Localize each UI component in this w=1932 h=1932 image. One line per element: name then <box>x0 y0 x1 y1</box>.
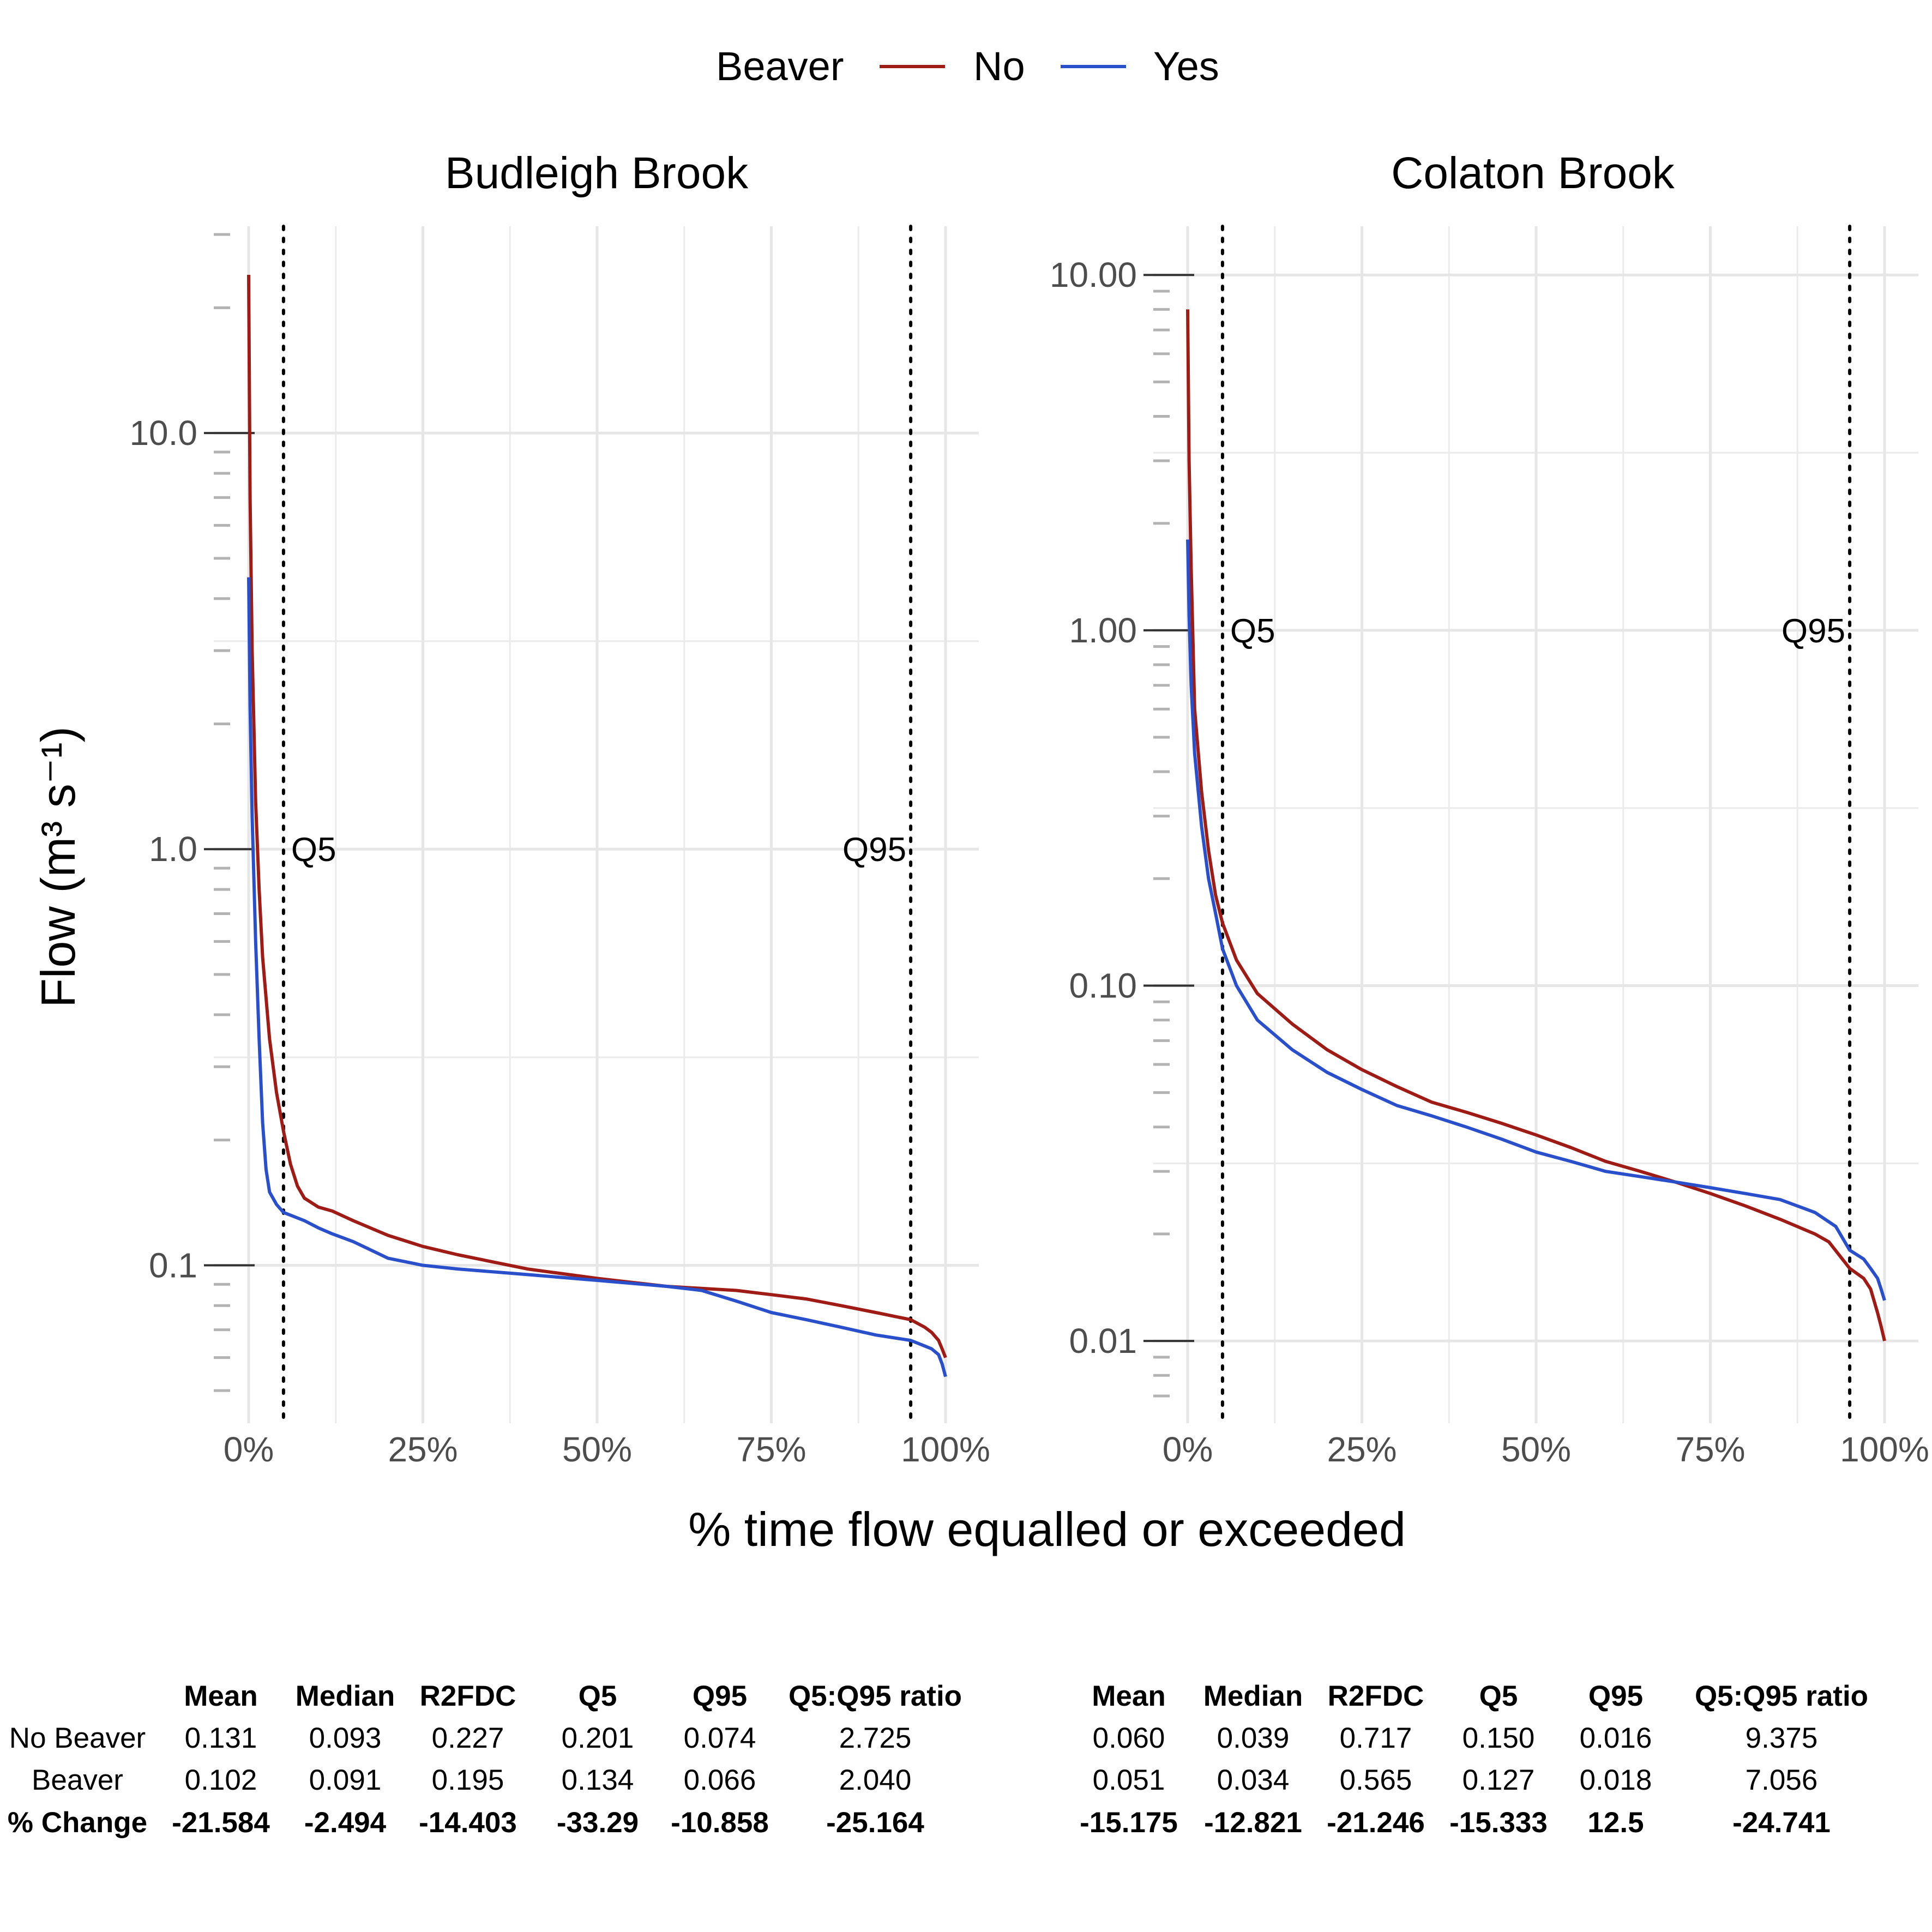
table-cell: 0.127 <box>1462 1764 1535 1796</box>
table-header: Median <box>296 1680 395 1712</box>
panel-title-colaton: Colaton Brook <box>1391 148 1675 198</box>
table-header: Q95 <box>693 1680 747 1712</box>
table-cell: 12.5 <box>1587 1807 1644 1839</box>
y-tick-label: 0.01 <box>1069 1321 1137 1361</box>
x-tick-label: 75% <box>736 1430 806 1469</box>
table-cell: 0.131 <box>185 1722 257 1754</box>
x-tick-label: 75% <box>1675 1430 1745 1469</box>
table-cell: 0.717 <box>1340 1722 1412 1754</box>
table-header: Q5 <box>1479 1680 1518 1712</box>
panel-budleigh: 0% 25% 50% 75% 100% 10.0 1.0 0.1 Q5 Q95 <box>129 225 990 1469</box>
table-cell: 0.016 <box>1580 1722 1652 1754</box>
table-cell: 0.039 <box>1217 1722 1290 1754</box>
table-cell: 0.150 <box>1462 1722 1535 1754</box>
panel-title-budleigh: Budleigh Brook <box>445 148 749 198</box>
table-row-label: % Change <box>8 1807 147 1839</box>
table-cell: 0.074 <box>684 1722 756 1754</box>
table-cell: -2.494 <box>304 1807 387 1839</box>
y-tick-label: 1.00 <box>1069 611 1137 650</box>
table-cell: 9.375 <box>1746 1722 1818 1754</box>
x-axis-title: % time flow equalled or exceeded <box>688 1502 1406 1556</box>
table-header: Q5 <box>579 1680 617 1712</box>
table-header: Mean <box>1092 1680 1165 1712</box>
table-cell: 0.066 <box>684 1764 756 1796</box>
series-line-yes <box>1186 539 1886 1301</box>
series-line-yes <box>247 577 947 1377</box>
y-tick-label: 1.0 <box>149 829 197 869</box>
y-tick-label: 10.00 <box>1050 255 1137 294</box>
table-cell: 0.060 <box>1093 1722 1165 1754</box>
table-header: Q5:Q95 ratio <box>789 1680 962 1712</box>
table-cell: 0.565 <box>1340 1764 1412 1796</box>
legend-no-label: No <box>973 44 1025 89</box>
table-cell: -25.164 <box>826 1807 924 1839</box>
table-cell: -12.821 <box>1204 1807 1302 1839</box>
vline-label-q95: Q95 <box>842 831 906 869</box>
table-cell: -21.246 <box>1327 1807 1425 1839</box>
series-line-no <box>1186 309 1886 1341</box>
table-cell: 0.102 <box>185 1764 257 1796</box>
table-cell: 0.227 <box>432 1722 504 1754</box>
table-cell: 7.056 <box>1746 1764 1818 1796</box>
vline-label-q5: Q5 <box>1230 612 1275 650</box>
table-row-label: Beaver <box>32 1764 123 1796</box>
table-row-label: No Beaver <box>9 1722 146 1754</box>
vline-label-q5: Q5 <box>291 831 336 869</box>
legend-yes-label: Yes <box>1153 44 1219 89</box>
y-tick-label: 0.10 <box>1069 966 1137 1005</box>
table-cell: 0.201 <box>562 1722 634 1754</box>
table-cell: -15.333 <box>1449 1807 1548 1839</box>
x-tick-label: 50% <box>562 1430 632 1469</box>
x-tick-label: 0% <box>224 1430 274 1469</box>
table-cell: 0.093 <box>309 1722 382 1754</box>
table-header: R2FDC <box>420 1680 516 1712</box>
x-tick-label: 50% <box>1501 1430 1571 1469</box>
x-tick-label: 25% <box>388 1430 458 1469</box>
table-header: Median <box>1203 1680 1303 1712</box>
table-header: Mean <box>184 1680 257 1712</box>
table-cell: -33.29 <box>557 1807 639 1839</box>
x-tick-label: 0% <box>1163 1430 1213 1469</box>
table-cell: 2.040 <box>839 1764 912 1796</box>
table-cell: -10.858 <box>671 1807 769 1839</box>
table-cell: -24.741 <box>1732 1807 1831 1839</box>
table-cell: 0.018 <box>1580 1764 1652 1796</box>
table-cell: 0.195 <box>432 1764 504 1796</box>
table-header: R2FDC <box>1328 1680 1424 1712</box>
table-cell: -14.403 <box>419 1807 517 1839</box>
vline-label-q95: Q95 <box>1781 612 1845 650</box>
table-cell: 0.051 <box>1093 1764 1165 1796</box>
table-cell: -21.584 <box>172 1807 270 1839</box>
table-cell: 0.034 <box>1217 1764 1290 1796</box>
table-cell: -15.175 <box>1080 1807 1178 1839</box>
x-tick-label: 100% <box>1840 1430 1929 1469</box>
table-header: Q5:Q95 ratio <box>1695 1680 1868 1712</box>
table-header: Q95 <box>1588 1680 1643 1712</box>
stats-table-colaton: Mean Median R2FDC Q5 Q95 Q5:Q95 ratio 0.060 0.0… <box>1080 1680 1868 1839</box>
x-tick-label: 100% <box>901 1430 990 1469</box>
legend-title: Beaver <box>716 44 844 89</box>
legend: Beaver No Yes <box>716 44 1219 89</box>
table-cell: 0.134 <box>562 1764 634 1796</box>
stats-table-budleigh: Mean Median R2FDC Q5 Q95 Q5:Q95 ratio No Beave… <box>8 1680 962 1839</box>
y-tick-label: 10.0 <box>129 413 197 453</box>
x-tick-label: 25% <box>1327 1430 1397 1469</box>
y-tick-label: 0.1 <box>149 1245 197 1285</box>
series-line-no <box>247 274 947 1358</box>
panel-colaton: 0% 25% 50% 75% 100% 10.00 1.00 0.10 0.01 Q5 Q95 <box>1050 225 1929 1469</box>
table-cell: 0.091 <box>309 1764 382 1796</box>
table-cell: 2.725 <box>839 1722 912 1754</box>
y-axis-title: Flow (m³ s⁻¹) <box>31 726 85 1008</box>
